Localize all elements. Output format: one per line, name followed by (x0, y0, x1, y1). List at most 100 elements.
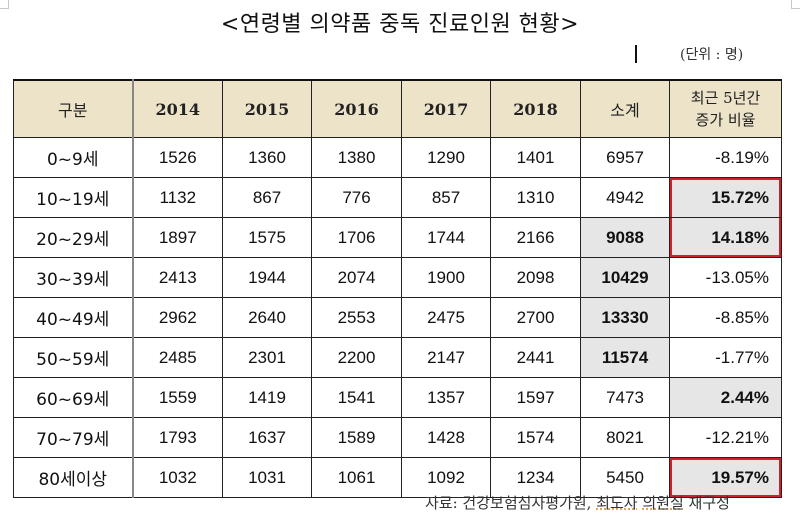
value-cell: 2200 (311, 337, 402, 378)
value-cell: 1310 (490, 177, 581, 218)
value-cell: 1744 (401, 217, 491, 258)
growth-rate-cell: -12.21% (669, 417, 782, 458)
unit-label: (단위 : 명) (680, 47, 744, 63)
age-group-cell: 70~79세 (13, 417, 134, 458)
document-title: <연령별 의약품 중독 진료인원 현황> (220, 12, 580, 37)
text-cursor (635, 45, 637, 63)
value-cell: 1061 (311, 457, 402, 498)
value-cell: 1092 (401, 457, 491, 498)
value-cell: 1380 (311, 137, 402, 178)
source-office: 의원실 (642, 494, 684, 512)
value-cell: 1574 (490, 417, 581, 458)
age-group-cell: 60~69세 (13, 377, 134, 418)
value-cell: 1637 (222, 417, 312, 458)
value-cell: 2098 (490, 257, 581, 298)
table-header-row: 구분 2014 2015 2016 2017 2018 소계 최근 5년간 증가… (13, 79, 782, 138)
header-year: 2015 (222, 79, 312, 138)
subtotal-cell: 7473 (580, 377, 670, 418)
header-year: 2018 (490, 79, 581, 138)
value-cell: 2962 (132, 297, 223, 338)
table-row: 40~49세 2962 2640 2553 2475 2700 13330 -8… (13, 297, 782, 338)
value-cell: 2074 (311, 257, 402, 298)
value-cell: 1428 (401, 417, 491, 458)
value-cell: 1360 (222, 137, 312, 178)
age-group-cell: 10~19세 (13, 177, 134, 218)
value-cell: 1357 (401, 377, 491, 418)
value-cell: 1793 (132, 417, 223, 458)
subtotal-cell-highlighted: 10429 (580, 257, 670, 298)
value-cell: 1897 (132, 217, 223, 258)
table-row: 50~59세 2485 2301 2200 2147 2441 11574 -1… (13, 337, 782, 378)
header-category: 구분 (13, 79, 134, 138)
growth-rate-cell: -8.85% (669, 297, 782, 338)
value-cell: 867 (222, 177, 312, 218)
value-cell: 2441 (490, 337, 581, 378)
value-cell: 1032 (132, 457, 223, 498)
source-prefix: 자료: 건강보험심사평가원, (425, 494, 597, 512)
value-cell: 1944 (222, 257, 312, 298)
value-cell: 1589 (311, 417, 402, 458)
growth-rate-cell-highlighted: 14.18% (669, 217, 782, 258)
table-row: 70~79세 1793 1637 1589 1428 1574 8021 -12… (13, 417, 782, 458)
subtotal-cell: 8021 (580, 417, 670, 458)
table-row: 30~39세 2413 1944 2074 1900 2098 10429 -1… (13, 257, 782, 298)
value-cell: 1597 (490, 377, 581, 418)
page-corner-mark-right (791, 0, 800, 9)
header-year: 2017 (401, 79, 491, 138)
value-cell: 1132 (132, 177, 223, 218)
table-row: 10~19세 1132 867 776 857 1310 4942 15.72% (13, 177, 782, 218)
value-cell: 1234 (490, 457, 581, 498)
table-row: 60~69세 1559 1419 1541 1357 1597 7473 2.4… (13, 377, 782, 418)
value-cell: 1706 (311, 217, 402, 258)
age-group-cell: 40~49세 (13, 297, 134, 338)
header-subtotal: 소계 (580, 79, 670, 138)
value-cell: 2147 (401, 337, 491, 378)
header-year: 2014 (132, 79, 223, 138)
growth-rate-cell-highlighted: 19.57% (669, 457, 782, 498)
value-cell: 2485 (132, 337, 223, 378)
value-cell: 2553 (311, 297, 402, 338)
value-cell: 1559 (132, 377, 223, 418)
page-corner-mark-left (0, 0, 9, 9)
age-group-cell: 80세이상 (13, 457, 134, 498)
header-growth-rate-line2: 증가 비율 (695, 111, 756, 129)
table-row: 80세이상 1032 1031 1061 1092 1234 5450 19.5… (13, 457, 782, 498)
value-cell: 1401 (490, 137, 581, 178)
age-group-cell: 20~29세 (13, 217, 134, 258)
table-row: 20~29세 1897 1575 1706 1744 2166 9088 14.… (13, 217, 782, 258)
value-cell: 1526 (132, 137, 223, 178)
value-cell: 2413 (132, 257, 223, 298)
growth-rate-cell: -8.19% (669, 137, 782, 178)
value-cell: 1031 (222, 457, 312, 498)
source-name: 최도자 (596, 494, 638, 512)
age-group-cell: 0~9세 (13, 137, 134, 178)
growth-rate-cell-highlighted: 15.72% (669, 177, 782, 218)
value-cell: 2166 (490, 217, 581, 258)
subtotal-cell-highlighted: 13330 (580, 297, 670, 338)
growth-rate-cell: -13.05% (669, 257, 782, 298)
source-note: 자료: 건강보험심사평가원, 최도자 의원실 재구성 (425, 492, 730, 513)
value-cell: 857 (401, 177, 491, 218)
value-cell: 2700 (490, 297, 581, 338)
value-cell: 1419 (222, 377, 312, 418)
age-group-cell: 50~59세 (13, 337, 134, 378)
growth-rate-cell-highlighted: 2.44% (669, 377, 782, 418)
value-cell: 2640 (222, 297, 312, 338)
header-year: 2016 (311, 79, 402, 138)
statistics-table: 구분 2014 2015 2016 2017 2018 소계 최근 5년간 증가… (13, 79, 782, 498)
growth-rate-cell: -1.77% (669, 337, 782, 378)
header-growth-rate: 최근 5년간 증가 비율 (669, 79, 782, 138)
subtotal-cell: 6957 (580, 137, 670, 178)
value-cell: 776 (311, 177, 402, 218)
subtotal-cell: 4942 (580, 177, 670, 218)
value-cell: 1290 (401, 137, 491, 178)
subtotal-cell-highlighted: 11574 (580, 337, 670, 378)
subtotal-cell-highlighted: 9088 (580, 217, 670, 258)
age-group-cell: 30~39세 (13, 257, 134, 298)
source-suffix: 재구성 (683, 494, 730, 512)
value-cell: 1575 (222, 217, 312, 258)
value-cell: 1541 (311, 377, 402, 418)
value-cell: 1900 (401, 257, 491, 298)
value-cell: 2301 (222, 337, 312, 378)
table-row: 0~9세 1526 1360 1380 1290 1401 6957 -8.19… (13, 137, 782, 178)
